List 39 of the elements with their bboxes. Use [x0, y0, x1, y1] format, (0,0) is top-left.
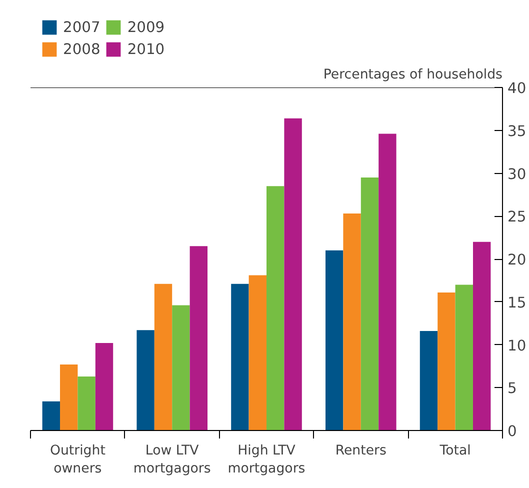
bar [473, 242, 491, 430]
y-tick-label: 25 [508, 208, 526, 226]
y-tick-label: 10 [508, 337, 526, 354]
y-tick-label: 0 [508, 423, 517, 440]
bar [343, 214, 361, 430]
bar [420, 331, 438, 430]
bar [248, 275, 266, 430]
y-axis-title: Percentages of households [323, 68, 503, 82]
bar [42, 401, 60, 430]
bar [190, 246, 208, 430]
bar [266, 186, 284, 430]
bar [378, 134, 396, 430]
y-tick-label: 20 [508, 252, 526, 268]
bar [154, 284, 172, 430]
y-tick-label: 15 [508, 294, 526, 312]
x-tick-label: Outright owners [50, 444, 106, 476]
bar [326, 250, 344, 430]
bar [284, 118, 302, 430]
bar [95, 343, 114, 430]
bar [438, 292, 456, 430]
y-tick-label: 30 [508, 166, 526, 183]
bar [231, 284, 249, 430]
bar [60, 364, 78, 430]
y-tick-label: 35 [508, 122, 526, 140]
legend-label: 2010 [127, 40, 165, 58]
x-tick-label: High LTV mortgagors [228, 444, 306, 476]
x-tick-label: Total [438, 444, 471, 458]
bar [455, 284, 473, 430]
bar [78, 376, 96, 430]
y-tick-label: 40 [508, 80, 526, 97]
legend-label: 2008 [63, 40, 100, 58]
legend-label: 2009 [127, 18, 165, 36]
bar [360, 178, 379, 430]
y-tick-label: 5 [508, 380, 517, 398]
bar [136, 330, 154, 430]
x-tick-label: Renters [335, 444, 387, 458]
bar [172, 305, 190, 430]
legend-label: 2007 [63, 18, 100, 36]
x-tick-label: Low LTV mortgagors [133, 444, 211, 476]
